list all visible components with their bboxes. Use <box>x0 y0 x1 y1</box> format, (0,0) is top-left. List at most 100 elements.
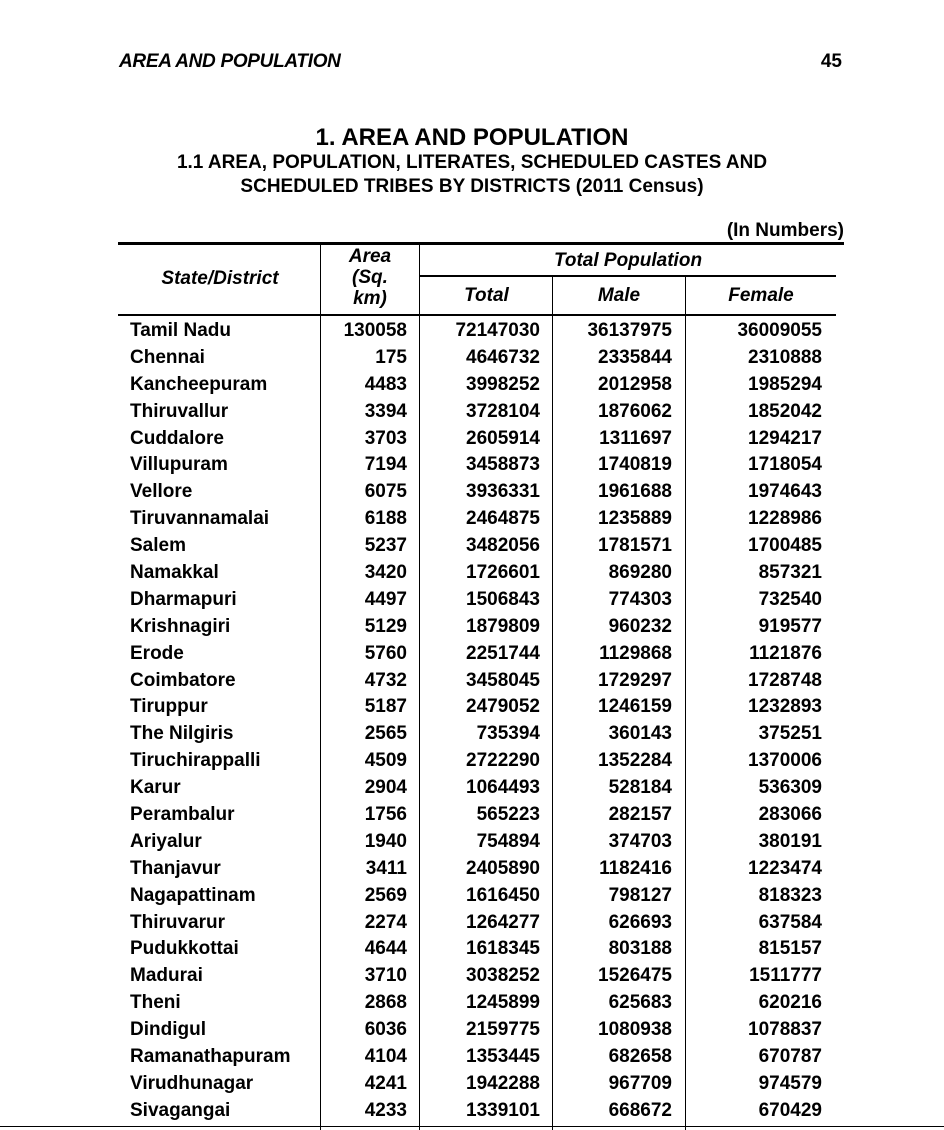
male-population-value: 2012958 <box>598 373 672 395</box>
table-body: Tamil Nadu 130058 72147030 36137975 36009055… <box>0 318 944 1125</box>
total-population-value: 2464875 <box>466 508 540 530</box>
total-population-value: 4646732 <box>466 346 540 368</box>
total-population-value: 3458045 <box>466 669 540 691</box>
male-population-value: 1781571 <box>598 535 672 557</box>
female-population-value: 1700485 <box>748 535 822 557</box>
column-divider-total <box>419 244 420 1130</box>
district-name: The Nilgiris <box>130 723 234 745</box>
male-population-value: 798127 <box>608 884 672 906</box>
district-name: Chennai <box>130 346 205 368</box>
table-row: Erode 5760 2251744 1129868 1121876 <box>0 641 944 668</box>
district-name: Madurai <box>130 965 203 987</box>
female-population-value: 620216 <box>758 992 822 1014</box>
male-population-value: 1729297 <box>598 669 672 691</box>
male-population-value: 1961688 <box>598 481 672 503</box>
table-row: Virudhunagar 4241 1942288 967709 974579 <box>0 1071 944 1098</box>
table-row: Cuddalore 3703 2605914 1311697 1294217 <box>0 426 944 453</box>
table-row: Thanjavur 3411 2405890 1182416 1223474 <box>0 856 944 883</box>
table-row: Coimbatore 4732 3458045 1729297 1728748 <box>0 668 944 695</box>
male-population-value: 1311697 <box>599 427 672 449</box>
district-name: Karur <box>130 777 181 799</box>
male-population-value: 1246159 <box>598 696 672 718</box>
column-header-area-line2: (Sq. <box>352 267 388 288</box>
female-population-value: 1078837 <box>748 1019 822 1041</box>
table-row: Namakkal 3420 1726601 869280 857321 <box>0 560 944 587</box>
table-row: Pudukkottai 4644 1618345 803188 815157 <box>0 936 944 963</box>
area-value: 5187 <box>364 696 407 718</box>
table-row: Salem 5237 3482056 1781571 1700485 <box>0 533 944 560</box>
female-population-value: 1852042 <box>748 400 822 422</box>
female-population-value: 857321 <box>758 562 822 584</box>
area-value: 4104 <box>364 1046 407 1068</box>
total-population-value: 3458873 <box>466 454 540 476</box>
table-row: Nagapattinam 2569 1616450 798127 818323 <box>0 883 944 910</box>
district-name: Villupuram <box>130 454 228 476</box>
table-row: Tiruppur 5187 2479052 1246159 1232893 <box>0 694 944 721</box>
table-row: Sivagangai 4233 1339101 668672 670429 <box>0 1098 944 1125</box>
female-population-value: 1223474 <box>748 857 822 879</box>
female-population-value: 1511777 <box>749 965 822 987</box>
female-population-value: 1985294 <box>748 373 822 395</box>
female-population-value: 1718054 <box>748 454 822 476</box>
district-name: Ramanathapuram <box>130 1046 291 1068</box>
area-value: 6075 <box>364 481 407 503</box>
column-divider-female <box>685 277 686 1130</box>
area-value: 5129 <box>364 615 407 637</box>
total-population-value: 1942288 <box>466 1072 540 1094</box>
units-note: (In Numbers) <box>726 220 844 241</box>
male-population-value: 626693 <box>608 911 672 933</box>
group-header-rule <box>420 275 836 277</box>
column-header-female: Female <box>728 285 794 306</box>
total-population-value: 1353445 <box>466 1046 540 1068</box>
table-row: Thiruvarur 2274 1264277 626693 637584 <box>0 910 944 937</box>
male-population-value: 36137975 <box>587 320 672 341</box>
area-value: 6188 <box>364 508 407 530</box>
total-population-value: 2159775 <box>466 1019 540 1041</box>
female-population-value: 380191 <box>758 830 822 852</box>
area-value: 7194 <box>364 454 407 476</box>
district-name: Perambalur <box>130 804 235 826</box>
district-name: Dindigul <box>130 1019 206 1041</box>
table-top-rule <box>118 242 844 245</box>
male-population-value: 1182416 <box>599 857 672 879</box>
male-population-value: 1352284 <box>598 750 672 772</box>
district-name: Theni <box>130 992 181 1014</box>
female-population-value: 1121876 <box>749 642 822 664</box>
total-population-value: 2722290 <box>466 750 540 772</box>
table-row: Ramanathapuram 4104 1353445 682658 670787 <box>0 1044 944 1071</box>
female-population-value: 670429 <box>758 1099 822 1121</box>
total-population-value: 3038252 <box>466 965 540 987</box>
district-name: Erode <box>130 642 184 664</box>
table-row: Krishnagiri 5129 1879809 960232 919577 <box>0 614 944 641</box>
area-value: 4241 <box>364 1072 407 1094</box>
total-population-value: 754894 <box>476 830 540 852</box>
table-title-line1: 1.1 AREA, POPULATION, LITERATES, SCHEDUL… <box>176 152 768 173</box>
total-population-value: 3998252 <box>466 373 540 395</box>
page-title: 1. AREA AND POPULATION <box>315 124 629 151</box>
area-value: 4644 <box>364 938 407 960</box>
district-name: Namakkal <box>130 562 219 584</box>
total-population-value: 565223 <box>476 804 540 826</box>
area-value: 2569 <box>364 884 407 906</box>
table-row: Perambalur 1756 565223 282157 283066 <box>0 802 944 829</box>
district-name: Thanjavur <box>130 857 221 879</box>
area-value: 4233 <box>364 1099 407 1121</box>
total-population-value: 1264277 <box>466 911 540 933</box>
total-population-value: 1064493 <box>466 777 540 799</box>
total-population-value: 3728104 <box>466 400 540 422</box>
table-row: Villupuram 7194 3458873 1740819 1718054 <box>0 452 944 479</box>
male-population-value: 1876062 <box>598 400 672 422</box>
male-population-value: 374703 <box>608 830 672 852</box>
table-row: Vellore 6075 3936331 1961688 1974643 <box>0 479 944 506</box>
district-name: Tiruvannamalai <box>130 508 270 530</box>
district-name: Tamil Nadu <box>130 320 231 341</box>
male-population-value: 682658 <box>608 1046 672 1068</box>
female-population-value: 375251 <box>758 723 822 745</box>
total-population-value: 1618345 <box>466 938 540 960</box>
total-population-value: 1506843 <box>466 588 540 610</box>
area-value: 3411 <box>365 857 407 879</box>
male-population-value: 960232 <box>608 615 672 637</box>
table-row: Kancheepuram 4483 3998252 2012958 1985294 <box>0 372 944 399</box>
total-population-value: 3482056 <box>466 535 540 557</box>
female-population-value: 1728748 <box>748 669 822 691</box>
